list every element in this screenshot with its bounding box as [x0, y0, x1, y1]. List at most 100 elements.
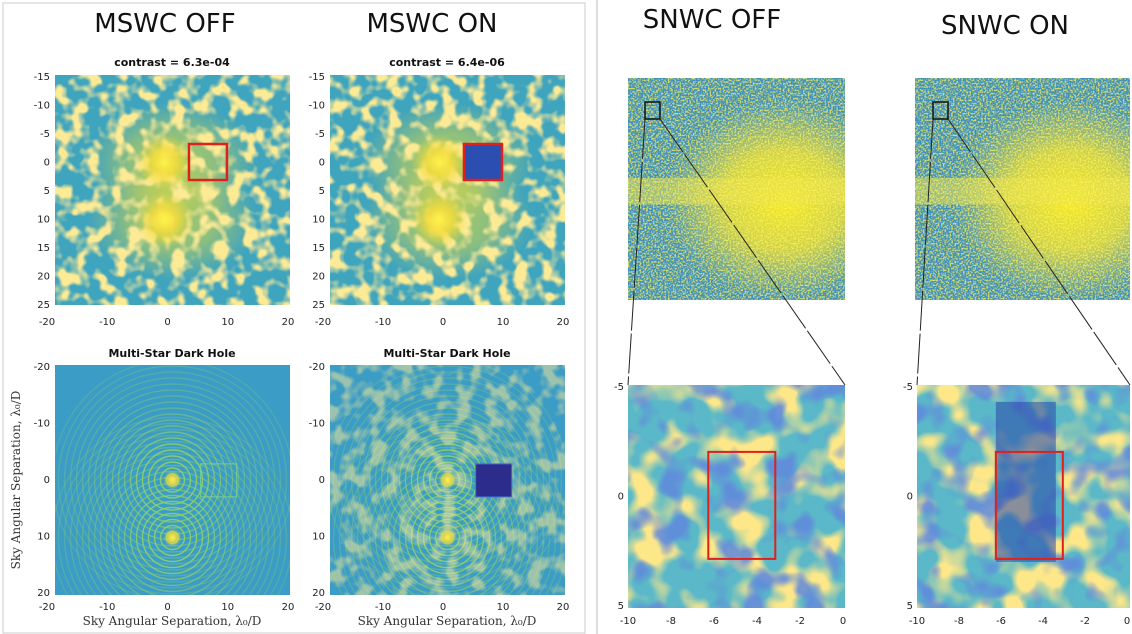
ring — [87, 452, 258, 595]
zoom-line — [916, 118, 934, 386]
x-tick-label: 0 — [164, 602, 170, 613]
y-tick-label: 10 — [312, 215, 325, 226]
y-tick-label: -5 — [614, 382, 624, 393]
y-tick-label: 0 — [44, 475, 50, 486]
x-tick-label: -20 — [315, 317, 331, 328]
y-tick-label: 0 — [319, 475, 325, 486]
x-tick-label: -20 — [315, 602, 331, 613]
ring — [75, 440, 270, 595]
zoom-line — [947, 118, 1131, 386]
y-tick-label: -10 — [34, 419, 50, 430]
noise — [628, 78, 845, 300]
x-tick-label: 10 — [497, 317, 510, 328]
star — [411, 191, 468, 248]
heading: SNWC OFF — [643, 5, 781, 35]
ring — [135, 500, 210, 575]
images — [55, 75, 1131, 608]
ring — [153, 461, 192, 499]
speckle — [55, 75, 290, 305]
ring — [99, 464, 246, 595]
y-tick-label: 10 — [37, 532, 50, 543]
star — [411, 134, 468, 191]
ring — [57, 422, 288, 595]
y-tick-label: -5 — [315, 129, 325, 140]
image-panel — [55, 365, 290, 595]
y-tick-label: -20 — [309, 362, 325, 373]
ring — [81, 446, 264, 595]
ring — [129, 494, 216, 581]
y-axis-label: Sky Angular Separation, λ₀/D — [9, 391, 23, 570]
ring — [123, 488, 222, 587]
x-tick-label: -20 — [39, 602, 55, 613]
ring — [63, 371, 282, 589]
y-tick-label: -10 — [34, 101, 50, 112]
panel-title: contrast = 6.4e-06 — [389, 56, 505, 69]
y-tick-label: 0 — [44, 158, 50, 169]
x-axis-label: Sky Angular Separation, λ₀/D — [83, 614, 262, 628]
y-tick-label: 5 — [319, 186, 325, 197]
zoom-line — [627, 118, 646, 386]
y-tick-label: 10 — [37, 215, 50, 226]
heading: MSWC OFF — [94, 9, 235, 39]
x-tick-label: -6 — [709, 616, 719, 627]
x-tick-label: -10 — [99, 317, 115, 328]
x-tick-label: 20 — [282, 317, 295, 328]
speckle — [330, 75, 565, 305]
box — [707, 450, 777, 560]
ring — [129, 437, 216, 523]
star — [438, 528, 457, 547]
y-tick-label: -15 — [34, 72, 50, 83]
x-tick-label: -10 — [375, 602, 391, 613]
ring — [159, 524, 186, 551]
x-tick-label: 0 — [164, 317, 170, 328]
panel-title: Multi-Star Dark Hole — [383, 347, 510, 360]
y-tick-label: 15 — [312, 243, 325, 254]
x-tick-label: -2 — [795, 616, 805, 627]
x-tick-label: 0 — [840, 616, 846, 627]
ring — [75, 383, 270, 577]
x-tick-label: -10 — [909, 616, 925, 627]
ring — [147, 512, 198, 563]
x-tick-label: -20 — [39, 317, 55, 328]
x-tick-label: 10 — [497, 602, 510, 613]
y-tick-label: -10 — [309, 419, 325, 430]
box — [462, 142, 504, 182]
y-tick-label: 5 — [618, 601, 624, 612]
x-tick-label: 10 — [221, 602, 234, 613]
dark-hole — [995, 401, 1056, 562]
y-tick-label: 10 — [312, 532, 325, 543]
image-panel — [330, 75, 565, 305]
star — [163, 528, 182, 547]
image-panel — [55, 75, 290, 305]
y-tick-label: 0 — [319, 158, 325, 169]
y-tick-label: -15 — [309, 72, 325, 83]
x-tick-label: 20 — [557, 317, 570, 328]
y-tick-label: 20 — [312, 588, 325, 599]
x-tick-label: -8 — [666, 616, 676, 627]
star — [163, 471, 182, 489]
ring — [159, 467, 186, 493]
ring — [141, 449, 204, 511]
y-tick-label: -5 — [40, 129, 50, 140]
ring — [93, 458, 252, 595]
y-tick-label: 5 — [907, 601, 913, 612]
ring — [153, 518, 192, 557]
y-tick-label: 20 — [37, 272, 50, 283]
x-tick-label: -10 — [620, 616, 636, 627]
x-tick-label: 10 — [221, 317, 234, 328]
x-axis-label: Sky Angular Separation, λ₀/D — [358, 614, 537, 628]
x-tick-label: 20 — [557, 602, 570, 613]
y-tick-label: 20 — [37, 588, 50, 599]
panel-title: Multi-Star Dark Hole — [108, 347, 235, 360]
x-tick-label: 0 — [440, 602, 446, 613]
y-tick-label: 25 — [312, 300, 325, 311]
y-tick-label: -5 — [903, 382, 913, 393]
dark-hole — [463, 144, 502, 180]
zoom-box — [644, 101, 661, 120]
image-panel — [330, 365, 565, 595]
x-tick-label: 20 — [282, 602, 295, 613]
ring — [63, 428, 282, 595]
x-tick-label: -4 — [1038, 616, 1048, 627]
heading: MSWC ON — [367, 9, 498, 39]
